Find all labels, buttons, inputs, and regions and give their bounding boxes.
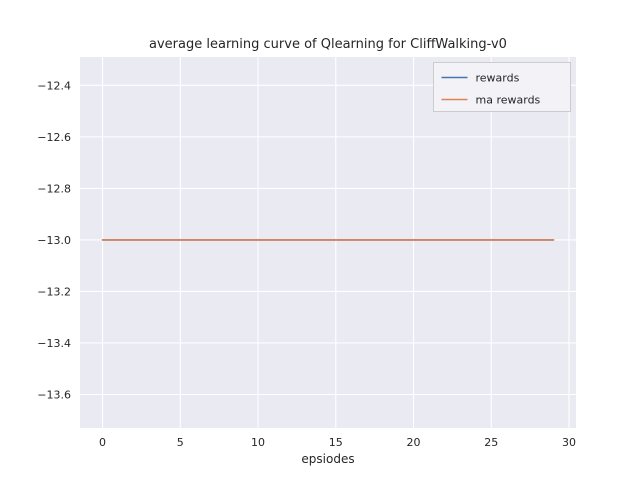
y-tick-label: −13.6 bbox=[37, 389, 71, 402]
y-tick-label: −12.8 bbox=[37, 182, 71, 195]
axes-background bbox=[80, 57, 576, 428]
x-tick-label: 5 bbox=[177, 436, 184, 449]
x-tick-label: 10 bbox=[251, 436, 265, 449]
legend-label: ma rewards bbox=[476, 94, 541, 107]
legend-label: rewards bbox=[476, 72, 520, 85]
y-tick-label: −13.4 bbox=[37, 337, 71, 350]
x-tick-label: 20 bbox=[407, 436, 421, 449]
x-tick-label: 30 bbox=[562, 436, 576, 449]
chart-title: average learning curve of Qlearning for … bbox=[149, 37, 507, 52]
y-tick-label: −13.0 bbox=[37, 234, 71, 247]
x-axis-label: epsiodes bbox=[301, 452, 355, 466]
y-tick-label: −12.6 bbox=[37, 131, 71, 144]
y-tick-label: −13.2 bbox=[37, 285, 71, 298]
x-tick-label: 15 bbox=[329, 436, 343, 449]
x-tick-label: 0 bbox=[99, 436, 106, 449]
y-tick-label: −12.4 bbox=[37, 79, 71, 92]
x-tick-label: 25 bbox=[484, 436, 498, 449]
legend-box bbox=[433, 62, 571, 112]
